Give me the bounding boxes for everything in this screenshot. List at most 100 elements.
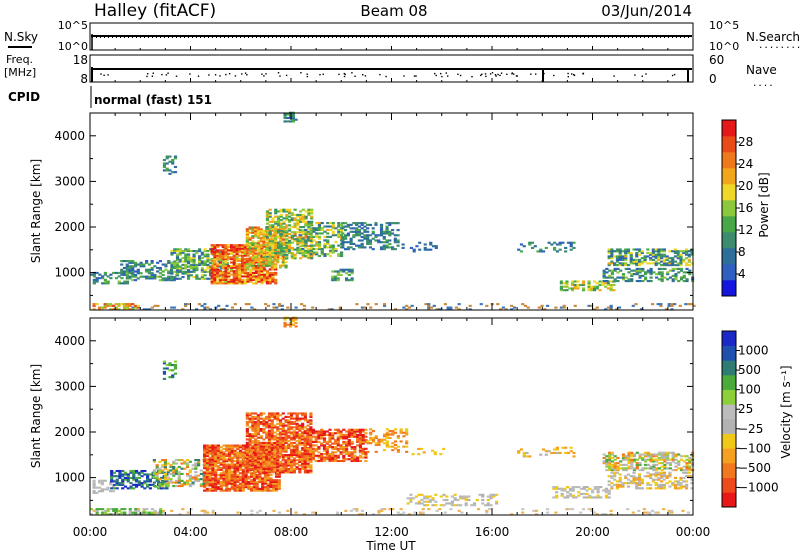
heatmap-cell bbox=[281, 259, 285, 262]
heatmap-cell bbox=[644, 278, 648, 281]
heatmap-cell bbox=[667, 304, 671, 307]
heatmap-cell bbox=[309, 446, 313, 449]
heatmap-cell bbox=[205, 472, 209, 475]
heatmap-cell bbox=[322, 430, 327, 433]
heatmap-cell bbox=[200, 277, 204, 280]
heatmap-cell bbox=[554, 306, 558, 309]
heatmap-cell bbox=[533, 245, 537, 248]
heatmap-cell bbox=[276, 436, 280, 439]
heatmap-cell bbox=[604, 285, 608, 288]
heatmap-cell bbox=[250, 475, 254, 478]
heatmap-cell bbox=[615, 257, 620, 260]
heatmap-cell bbox=[248, 242, 252, 245]
nave-dot bbox=[571, 73, 573, 75]
heatmap-cell bbox=[213, 268, 217, 271]
heatmap-cell bbox=[216, 263, 220, 266]
heatmap-cell bbox=[388, 230, 392, 233]
heatmap-cell bbox=[265, 238, 270, 241]
heatmap-cell bbox=[229, 244, 234, 247]
nsearch-dot bbox=[384, 37, 385, 38]
heatmap-cell bbox=[671, 258, 675, 261]
heatmap-cell bbox=[117, 275, 121, 278]
heatmap-cell bbox=[357, 229, 361, 232]
heatmap-cell bbox=[156, 261, 160, 264]
heatmap-cell bbox=[353, 447, 357, 450]
heatmap-cell bbox=[123, 513, 127, 516]
heatmap-cell bbox=[246, 275, 250, 278]
heatmap-cell bbox=[366, 235, 370, 239]
heatmap-cell bbox=[282, 208, 286, 211]
heatmap-cell bbox=[646, 251, 650, 255]
heatmap-cell bbox=[221, 278, 225, 281]
heatmap-cell bbox=[333, 459, 338, 463]
heatmap-cell bbox=[602, 274, 606, 277]
nsearch-dot bbox=[424, 37, 425, 38]
heatmap-cell bbox=[626, 264, 631, 267]
heatmap-cell bbox=[274, 215, 278, 218]
heatmap-cell bbox=[224, 270, 228, 273]
heatmap-cell bbox=[203, 509, 207, 512]
heatmap-cell bbox=[290, 231, 294, 234]
heatmap-cell bbox=[243, 270, 247, 273]
heatmap-cell bbox=[350, 459, 354, 463]
heatmap-cell bbox=[310, 215, 314, 218]
heatmap-cell bbox=[152, 471, 156, 474]
heatmap-cell bbox=[106, 303, 110, 306]
heatmap-cell bbox=[279, 248, 283, 251]
heatmap-cell bbox=[282, 246, 286, 249]
heatmap-cell bbox=[248, 262, 252, 265]
heatmap-cell bbox=[95, 513, 99, 516]
heatmap-cell bbox=[665, 258, 669, 261]
heatmap-cell bbox=[590, 285, 594, 288]
heatmap-cell bbox=[274, 220, 278, 223]
heatmap-cell bbox=[333, 456, 338, 459]
heatmap-cell bbox=[192, 263, 196, 266]
nsearch-dot bbox=[620, 37, 621, 38]
heatmap-cell bbox=[298, 412, 302, 415]
heatmap-cell bbox=[168, 172, 172, 175]
heatmap-cell bbox=[573, 287, 577, 290]
heatmap-cell bbox=[254, 235, 258, 238]
heatmap-cell bbox=[353, 449, 357, 452]
heatmap-cell bbox=[326, 228, 330, 232]
heatmap-cell bbox=[265, 282, 270, 285]
heatmap-cell bbox=[252, 487, 256, 490]
heatmap-cell bbox=[232, 254, 236, 257]
heatmap-cell bbox=[274, 487, 279, 490]
heatmap-cell bbox=[635, 271, 639, 274]
heatmap-cell bbox=[336, 447, 340, 450]
heatmap-cell bbox=[236, 461, 240, 464]
heatmap-cell bbox=[521, 303, 525, 306]
heatmap-cell bbox=[153, 273, 157, 277]
heatmap-cell bbox=[393, 237, 397, 240]
heatmap-cell bbox=[311, 447, 316, 450]
heatmap-cell bbox=[248, 419, 252, 422]
heatmap-cell bbox=[267, 415, 272, 418]
heatmap-cell bbox=[276, 254, 280, 257]
heatmap-cell bbox=[159, 511, 163, 514]
nsearch-dot bbox=[112, 37, 113, 38]
heatmap-cell bbox=[155, 479, 159, 482]
heatmap-cell bbox=[358, 446, 362, 449]
heatmap-cell bbox=[402, 445, 406, 448]
heatmap-cell bbox=[666, 278, 670, 281]
heatmap-cell bbox=[339, 437, 343, 440]
heatmap-cell bbox=[651, 253, 655, 256]
heatmap-cell bbox=[123, 473, 128, 476]
heatmap-cell bbox=[101, 277, 105, 280]
heatmap-cell bbox=[278, 240, 283, 243]
heatmap-cell bbox=[290, 213, 294, 216]
heatmap-cell bbox=[295, 447, 299, 450]
heatmap-cell bbox=[382, 248, 386, 251]
heatmap-cell bbox=[216, 277, 220, 280]
heatmap-cell bbox=[679, 258, 683, 261]
heatmap-cell bbox=[290, 445, 294, 448]
heatmap-cell bbox=[280, 304, 284, 307]
heatmap-cell bbox=[246, 268, 250, 271]
heatmap-cell bbox=[243, 264, 247, 268]
heatmap-cell bbox=[169, 479, 173, 482]
heatmap-cell bbox=[197, 464, 201, 467]
heatmap-cell bbox=[248, 447, 252, 450]
heatmap-cell bbox=[339, 251, 344, 254]
heatmap-cell bbox=[317, 435, 321, 438]
